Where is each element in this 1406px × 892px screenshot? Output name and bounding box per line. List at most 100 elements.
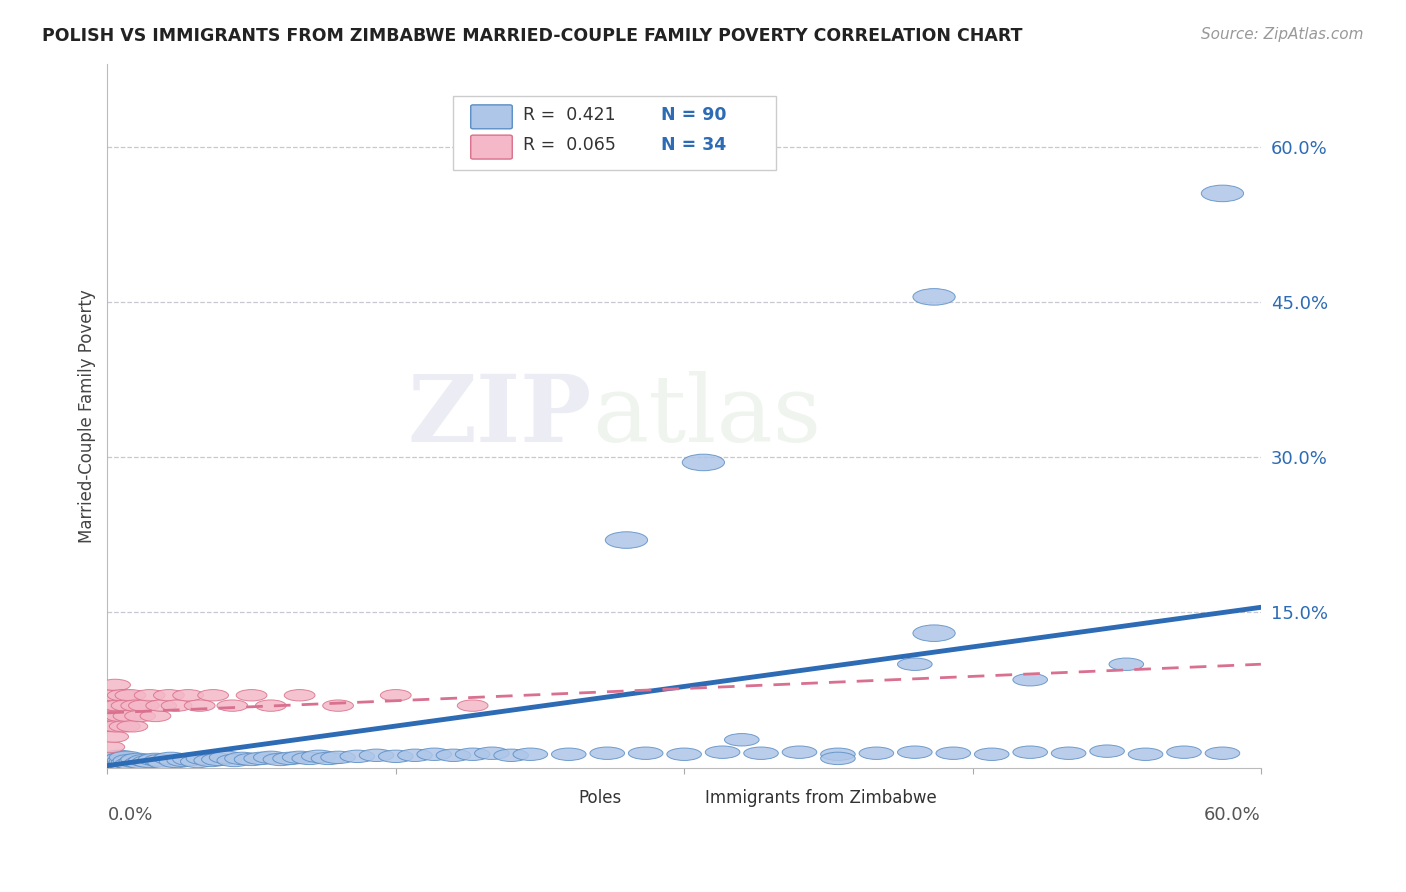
Ellipse shape [253,751,288,764]
Ellipse shape [98,731,128,742]
Ellipse shape [94,753,128,765]
Ellipse shape [128,755,163,766]
Ellipse shape [606,532,648,549]
Ellipse shape [494,749,529,762]
Ellipse shape [148,756,183,769]
Ellipse shape [141,710,170,722]
Ellipse shape [551,748,586,761]
Ellipse shape [1090,745,1125,757]
Ellipse shape [782,746,817,758]
Text: N = 90: N = 90 [661,106,727,124]
Text: 60.0%: 60.0% [1204,806,1261,824]
Ellipse shape [1205,747,1240,759]
Ellipse shape [1128,748,1163,761]
Ellipse shape [96,755,131,766]
Ellipse shape [457,700,488,711]
Ellipse shape [100,679,131,690]
Ellipse shape [121,753,156,765]
Ellipse shape [98,757,132,770]
Ellipse shape [153,752,188,764]
Ellipse shape [138,753,173,765]
Ellipse shape [100,759,135,772]
Ellipse shape [111,756,146,769]
Ellipse shape [159,756,194,768]
Ellipse shape [859,747,894,759]
Ellipse shape [217,700,247,711]
FancyBboxPatch shape [665,788,697,808]
Ellipse shape [359,749,394,762]
Ellipse shape [180,756,215,768]
Ellipse shape [821,748,855,761]
Ellipse shape [682,454,724,471]
Ellipse shape [235,753,269,765]
Ellipse shape [475,747,509,759]
Ellipse shape [94,741,125,753]
Y-axis label: Married-Couple Family Poverty: Married-Couple Family Poverty [79,289,96,542]
Ellipse shape [243,752,278,764]
FancyBboxPatch shape [471,135,512,159]
Ellipse shape [98,752,132,764]
Ellipse shape [912,625,955,641]
Ellipse shape [101,755,136,766]
Ellipse shape [101,757,136,770]
Ellipse shape [198,690,229,701]
Ellipse shape [398,749,432,762]
Text: 0.0%: 0.0% [107,806,153,824]
Ellipse shape [974,748,1010,761]
Ellipse shape [153,690,184,701]
Ellipse shape [167,755,201,766]
Ellipse shape [115,757,149,770]
Ellipse shape [107,755,142,766]
Ellipse shape [724,733,759,746]
Ellipse shape [105,756,141,769]
Ellipse shape [184,700,215,711]
Ellipse shape [821,752,855,764]
Ellipse shape [96,721,127,732]
FancyBboxPatch shape [537,788,571,808]
Ellipse shape [1109,658,1143,671]
Ellipse shape [283,751,316,764]
Ellipse shape [628,747,664,759]
Ellipse shape [236,690,267,701]
Ellipse shape [101,721,132,732]
Ellipse shape [706,746,740,758]
Ellipse shape [173,753,207,765]
Ellipse shape [1201,186,1243,202]
Ellipse shape [418,748,451,761]
Ellipse shape [225,752,259,764]
Ellipse shape [201,753,236,765]
Ellipse shape [112,755,148,766]
Text: R =  0.421: R = 0.421 [523,106,616,124]
Ellipse shape [146,700,177,711]
Ellipse shape [110,751,143,764]
Ellipse shape [456,748,489,761]
Ellipse shape [301,750,336,763]
Ellipse shape [100,710,131,722]
Ellipse shape [162,700,193,711]
Ellipse shape [98,690,128,701]
Ellipse shape [117,721,148,732]
Ellipse shape [284,690,315,701]
Ellipse shape [186,752,221,764]
Ellipse shape [340,750,374,763]
Ellipse shape [1167,746,1201,758]
FancyBboxPatch shape [471,105,512,128]
Ellipse shape [143,755,179,766]
Ellipse shape [125,710,156,722]
Text: ZIP: ZIP [408,371,592,461]
Ellipse shape [217,755,252,766]
Text: R =  0.065: R = 0.065 [523,136,616,154]
Ellipse shape [513,748,547,761]
Text: Source: ZipAtlas.com: Source: ZipAtlas.com [1201,27,1364,42]
Ellipse shape [273,752,308,764]
Text: atlas: atlas [592,371,821,461]
Ellipse shape [1012,673,1047,686]
Ellipse shape [591,747,624,759]
Ellipse shape [107,757,142,770]
Ellipse shape [897,658,932,671]
Ellipse shape [1052,747,1085,759]
Ellipse shape [105,752,141,764]
Ellipse shape [132,756,167,768]
Ellipse shape [104,753,138,765]
Ellipse shape [381,690,411,701]
